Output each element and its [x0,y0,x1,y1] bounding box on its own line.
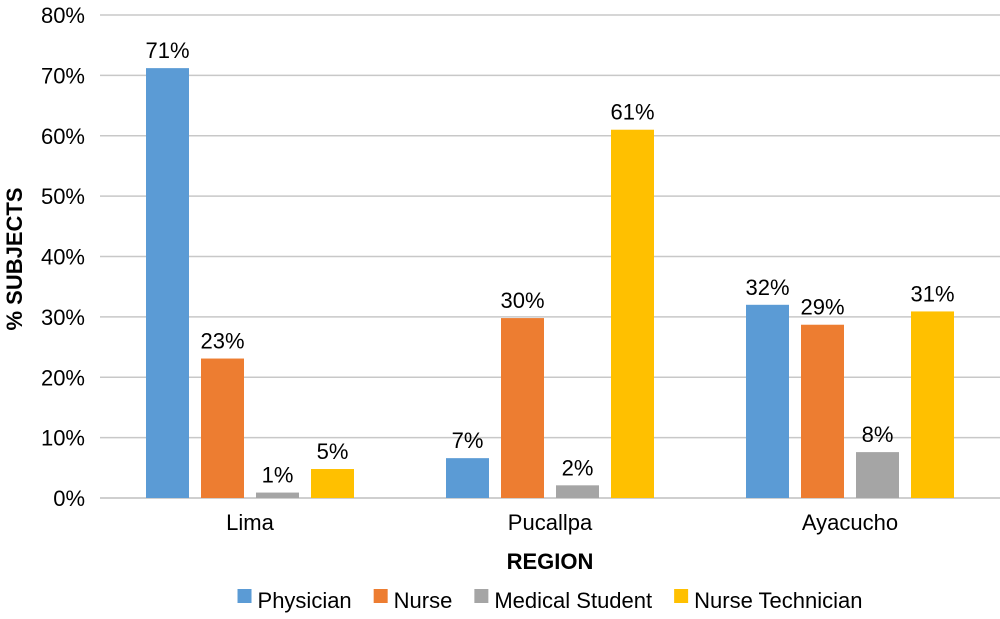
legend-item: Physician [237,588,352,613]
y-tick-label: 60% [41,124,85,149]
bar [201,358,244,498]
legend-swatch [674,589,689,603]
bar [746,304,789,498]
data-label: 1% [262,463,294,488]
bar [256,492,299,498]
data-label: 23% [200,329,244,354]
legend-swatch [474,589,489,603]
bar [856,452,899,498]
data-label: 8% [862,422,894,447]
y-tick-label: 80% [41,3,85,28]
gridlines [100,14,1000,499]
bar [446,458,489,498]
data-label: 5% [317,439,349,464]
legend-swatch [373,589,388,603]
legend-item: Nurse [373,588,453,613]
data-label: 7% [452,428,484,453]
y-tick-label: 40% [41,245,85,270]
bar [556,485,599,498]
bar [311,469,354,498]
y-axis-ticks: 0% 10% 20% 30% 40% 50% 60% 70% 80% [41,3,85,511]
y-tick-label: 20% [41,365,85,390]
x-category-label: Pucallpa [508,510,593,535]
y-tick-label: 30% [41,305,85,330]
data-label: 30% [500,288,544,313]
legend-item: Nurse Technician [674,588,862,613]
y-axis-title: % SUBJECTS [2,187,27,330]
data-label: 2% [562,455,594,480]
x-category-label: Lima [226,510,274,535]
data-label: 61% [610,100,654,125]
x-axis-categories: Lima Pucallpa Ayacucho [226,510,898,535]
bar [146,68,189,498]
data-label: 32% [745,275,789,300]
bars [146,68,954,498]
legend-item: Medical Student [474,588,652,613]
bar [911,311,954,498]
data-label: 29% [800,295,844,320]
x-category-label: Ayacucho [802,510,898,535]
data-labels: 71% 23% 1% 5% 7% 30% 2% 61% 32% 29% 8% 31% [145,38,954,487]
legend-label: Medical Student [494,588,652,613]
bar [801,324,844,498]
bar [501,318,544,498]
y-tick-label: 50% [41,184,85,209]
x-axis-title: REGION [507,549,594,574]
legend-label: Physician [258,588,352,613]
y-tick-label: 70% [41,63,85,88]
y-tick-label: 10% [41,426,85,451]
legend-swatch [237,589,252,603]
legend-label: Nurse Technician [694,588,862,613]
bar [611,129,654,498]
y-tick-label: 0% [53,486,85,511]
data-label: 31% [910,281,954,306]
data-label: 71% [145,38,189,63]
legend-label: Nurse [394,588,453,613]
legend: Physician Nurse Medical Student Nurse Techn… [237,588,862,613]
